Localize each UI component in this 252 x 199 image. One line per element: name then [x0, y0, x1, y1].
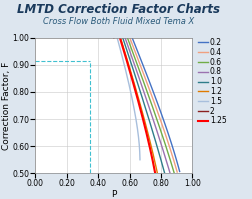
Text: LMTD Correction Factor Charts: LMTD Correction Factor Charts	[17, 3, 219, 16]
X-axis label: P: P	[111, 190, 116, 199]
Y-axis label: Correction Factor, F: Correction Factor, F	[2, 61, 11, 150]
Legend: 0.2, 0.4, 0.6, 0.8, 1.0, 1.2, 1.5, 2, 1.25: 0.2, 0.4, 0.6, 0.8, 1.0, 1.2, 1.5, 2, 1.…	[195, 35, 229, 128]
Text: Cross Flow Both Fluid Mixed Tema X: Cross Flow Both Fluid Mixed Tema X	[43, 17, 194, 26]
